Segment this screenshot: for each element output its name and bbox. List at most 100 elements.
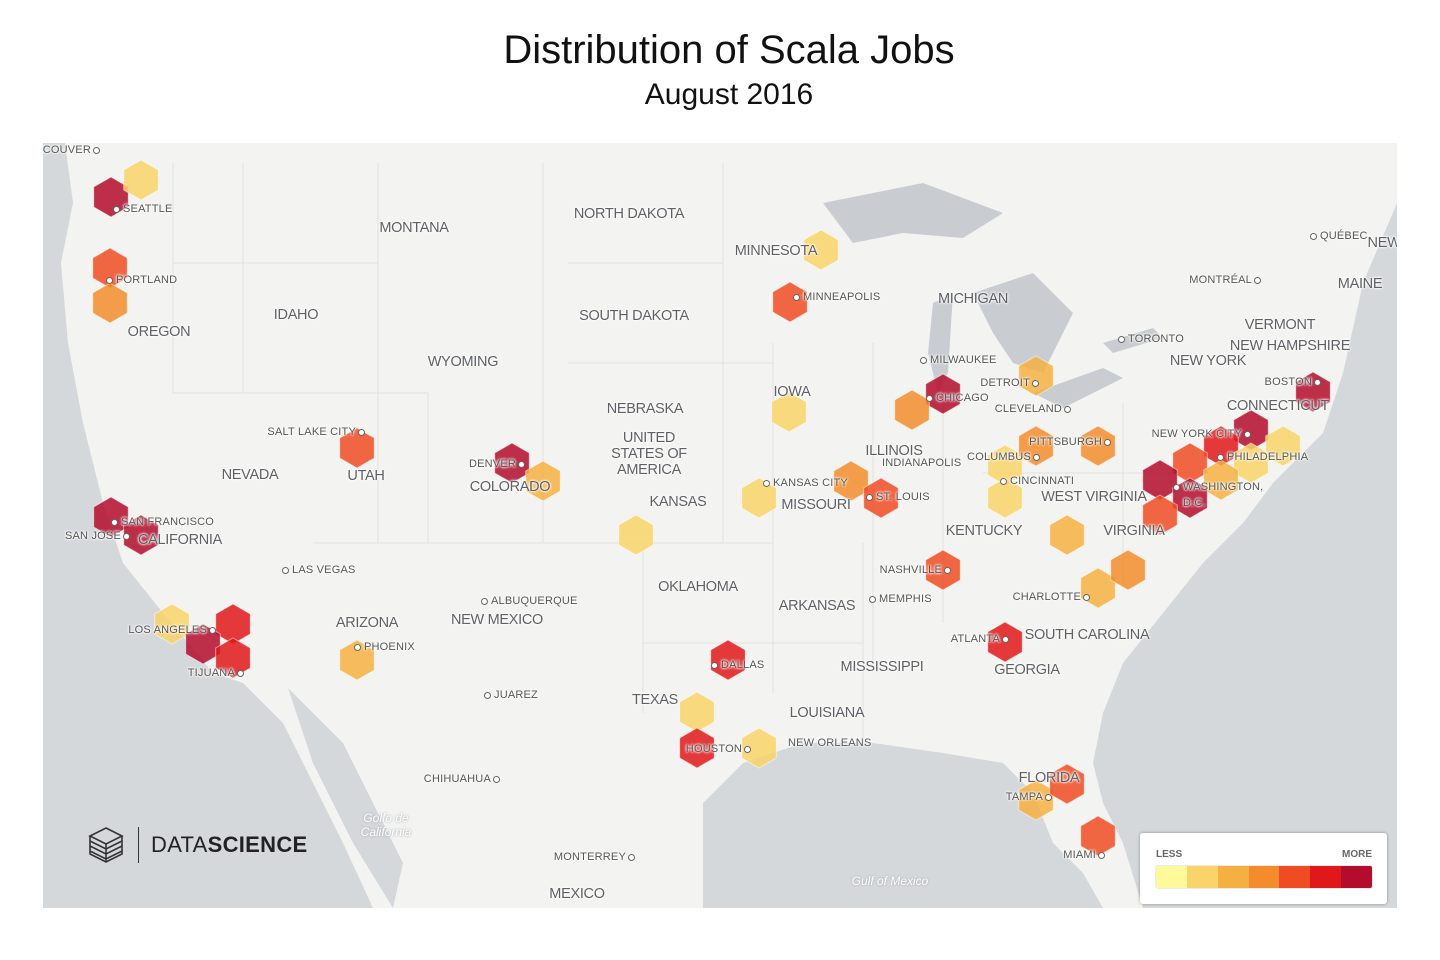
region-label: NEW YORK — [1169, 353, 1247, 369]
hexbin-level-3[interactable] — [1049, 514, 1085, 556]
map-title: Distribution of Scala Jobs — [503, 28, 955, 72]
hexbin-level-6[interactable] — [679, 727, 715, 769]
logo-divider — [138, 827, 139, 863]
city-label: ST. LOUIS — [876, 491, 930, 503]
hexbin-level-4[interactable] — [894, 389, 930, 431]
city-marker-icon — [1104, 439, 1111, 446]
hexbin-level-2[interactable] — [803, 229, 839, 271]
hexbin-level-5[interactable] — [1049, 763, 1085, 805]
water-label: Gulf of Mexico — [851, 874, 929, 888]
city-marker-icon — [793, 294, 800, 301]
region-label: SOUTH CAROLINA — [1024, 627, 1150, 643]
city-marker-icon — [358, 429, 365, 436]
hexbin-level-7[interactable] — [1295, 371, 1331, 413]
region-label: UNITED — [622, 430, 676, 446]
hexbin-level-7[interactable] — [1172, 477, 1208, 519]
hexbin-level-7[interactable] — [925, 373, 961, 415]
city-marker-icon — [628, 854, 635, 861]
hexbin-level-5[interactable] — [1142, 494, 1178, 536]
cube-logo-icon — [88, 827, 124, 863]
hexbin-level-2[interactable] — [987, 477, 1023, 519]
city-label: LOS ANGELES — [128, 624, 207, 636]
city-marker-icon — [93, 147, 100, 154]
hexbin-level-2[interactable] — [741, 727, 777, 769]
city-marker-icon — [1118, 336, 1125, 343]
city-label: TAMPA — [1005, 791, 1043, 803]
map-canvas[interactable]: VANCOUVER SEATTLE PORTLAND SALT LAKE CITY SA… — [43, 143, 1397, 908]
hexbin-level-4[interactable] — [833, 460, 869, 502]
city-marker-icon — [113, 206, 120, 213]
hexbin-level-4[interactable] — [1080, 425, 1116, 467]
hexbin-level-4[interactable] — [92, 282, 128, 324]
region-label: GEORGIA — [994, 662, 1060, 678]
hexbin-level-2[interactable] — [679, 691, 715, 733]
hexbin-level-2[interactable] — [1233, 442, 1269, 484]
hexbin-level-4[interactable] — [1110, 549, 1146, 591]
city-marker-icon — [282, 567, 289, 574]
city-marker-icon — [926, 395, 933, 402]
hexbin-level-3[interactable] — [525, 460, 561, 502]
hexbin-level-3[interactable] — [1018, 355, 1054, 397]
legend-swatch-3 — [1217, 866, 1249, 888]
region-label: NEVADA — [221, 467, 279, 483]
hexbin-level-4[interactable] — [1018, 425, 1054, 467]
region-label: MISSISSIPPI — [840, 659, 924, 675]
hexbin-level-2[interactable] — [123, 159, 159, 201]
city-marker-icon — [744, 746, 751, 753]
legend-swatch-6 — [1310, 866, 1342, 888]
hexbin-level-3[interactable] — [1203, 459, 1239, 501]
datascience-logo: DATASCIENCE — [88, 826, 308, 864]
region-label: IDAHO — [273, 307, 319, 323]
region-label: LOUISIANA — [789, 705, 865, 721]
hexbin-level-7[interactable] — [185, 623, 221, 665]
city-label: CHARLOTTE — [1012, 591, 1081, 603]
hexbin-level-6[interactable] — [710, 639, 746, 681]
hexbin-level-5[interactable] — [863, 477, 899, 519]
city-marker-icon — [123, 533, 130, 540]
region-label: ILLINOIS — [865, 443, 923, 459]
region-label: WEST VIRGINIA — [1041, 489, 1147, 505]
hexbin-level-7[interactable] — [123, 514, 159, 556]
hexbin-level-2[interactable] — [771, 391, 807, 433]
hexbin-level-5[interactable] — [772, 281, 808, 323]
hexbin-level-3[interactable] — [1080, 567, 1116, 609]
water-label: Golfo de — [363, 811, 409, 825]
city-label: MINNEAPOLIS — [803, 291, 881, 303]
great-lakes — [823, 183, 1163, 408]
city-label: NASHVILLE — [879, 564, 942, 576]
hexbin-level-2[interactable] — [1265, 425, 1301, 467]
hexbin-level-5[interactable] — [1172, 442, 1208, 484]
city-label: D.C. — [1183, 497, 1206, 509]
hexbin-level-2[interactable] — [154, 603, 190, 645]
city-marker-icon — [518, 461, 525, 468]
city-marker-icon — [1314, 379, 1321, 386]
hexbin-level-7[interactable] — [1142, 459, 1178, 501]
city-marker-icon — [237, 670, 244, 677]
city-marker-icon — [763, 480, 770, 487]
city-label: PHILADELPHIA — [1227, 451, 1309, 463]
city-marker-icon — [920, 357, 927, 364]
city-marker-icon — [106, 277, 113, 284]
region-label: MONTANA — [379, 220, 449, 236]
region-label: NEW HAMPSHIRE — [1229, 338, 1351, 354]
hexbin-level-2[interactable] — [618, 514, 654, 556]
region-label: KENTUCKY — [945, 523, 1023, 539]
hexbin-level-7[interactable] — [93, 496, 129, 538]
city-label: PORTLAND — [116, 274, 178, 286]
legend-swatch-2 — [1186, 866, 1218, 888]
hexbin-level-3[interactable] — [339, 639, 375, 681]
hexbin-level-7[interactable] — [494, 442, 530, 484]
hexbin-level-5[interactable] — [339, 427, 375, 469]
hexbin-level-2[interactable] — [741, 477, 777, 519]
region-label: NEW — [1367, 235, 1397, 251]
city-label: WASHINGTON, — [1183, 481, 1264, 493]
color-legend: LESS MORE — [1140, 833, 1387, 904]
gulf-of-mexico — [703, 743, 1103, 908]
logo-text-data: DATA — [151, 832, 208, 857]
city-label: JUAREZ — [494, 689, 538, 701]
city-label: DETROIT — [980, 377, 1030, 389]
hexbin-level-5[interactable] — [925, 549, 961, 591]
region-label: IOWA — [773, 384, 811, 400]
region-label: SOUTH DAKOTA — [579, 308, 689, 324]
hexbin-level-6[interactable] — [215, 637, 251, 679]
